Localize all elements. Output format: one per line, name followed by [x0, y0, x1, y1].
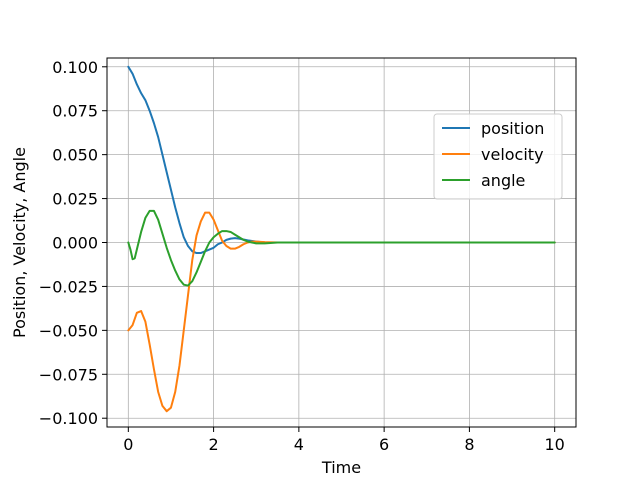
legend-box — [433, 113, 563, 200]
x-tick-label: 10 — [545, 435, 565, 454]
axis-ticks: 0 2 4 6 8 10 −0.100 −0.075 −0.050 −0.025 0.000 0.02… — [39, 58, 565, 454]
x-axis-label: Time — [321, 458, 361, 477]
y-tick-label: −0.025 — [39, 277, 98, 296]
y-tick-label: 0.000 — [52, 234, 98, 253]
legend: position velocity angle — [433, 113, 563, 200]
y-tick-label: 0.025 — [52, 190, 98, 209]
legend-label-angle: angle — [481, 171, 525, 190]
x-tick-label: 4 — [294, 435, 304, 454]
y-tick-label: 0.050 — [52, 146, 98, 165]
x-tick-label: 2 — [208, 435, 218, 454]
y-tick-label: 0.075 — [52, 102, 98, 121]
series-line-angle — [127, 209, 556, 287]
y-tick-label: −0.075 — [39, 365, 98, 384]
y-tick-label: 0.100 — [52, 58, 98, 77]
x-tick-label: 0 — [123, 435, 133, 454]
y-tick-label: −0.100 — [39, 409, 98, 428]
legend-label-velocity: velocity — [481, 145, 544, 164]
legend-label-position: position — [481, 119, 544, 138]
y-tick-label: −0.050 — [39, 321, 98, 340]
x-tick-label: 8 — [464, 435, 474, 454]
x-tick-label: 6 — [379, 435, 389, 454]
series-layer — [127, 65, 556, 413]
y-axis-label: Position, Velocity, Angle — [10, 147, 29, 338]
